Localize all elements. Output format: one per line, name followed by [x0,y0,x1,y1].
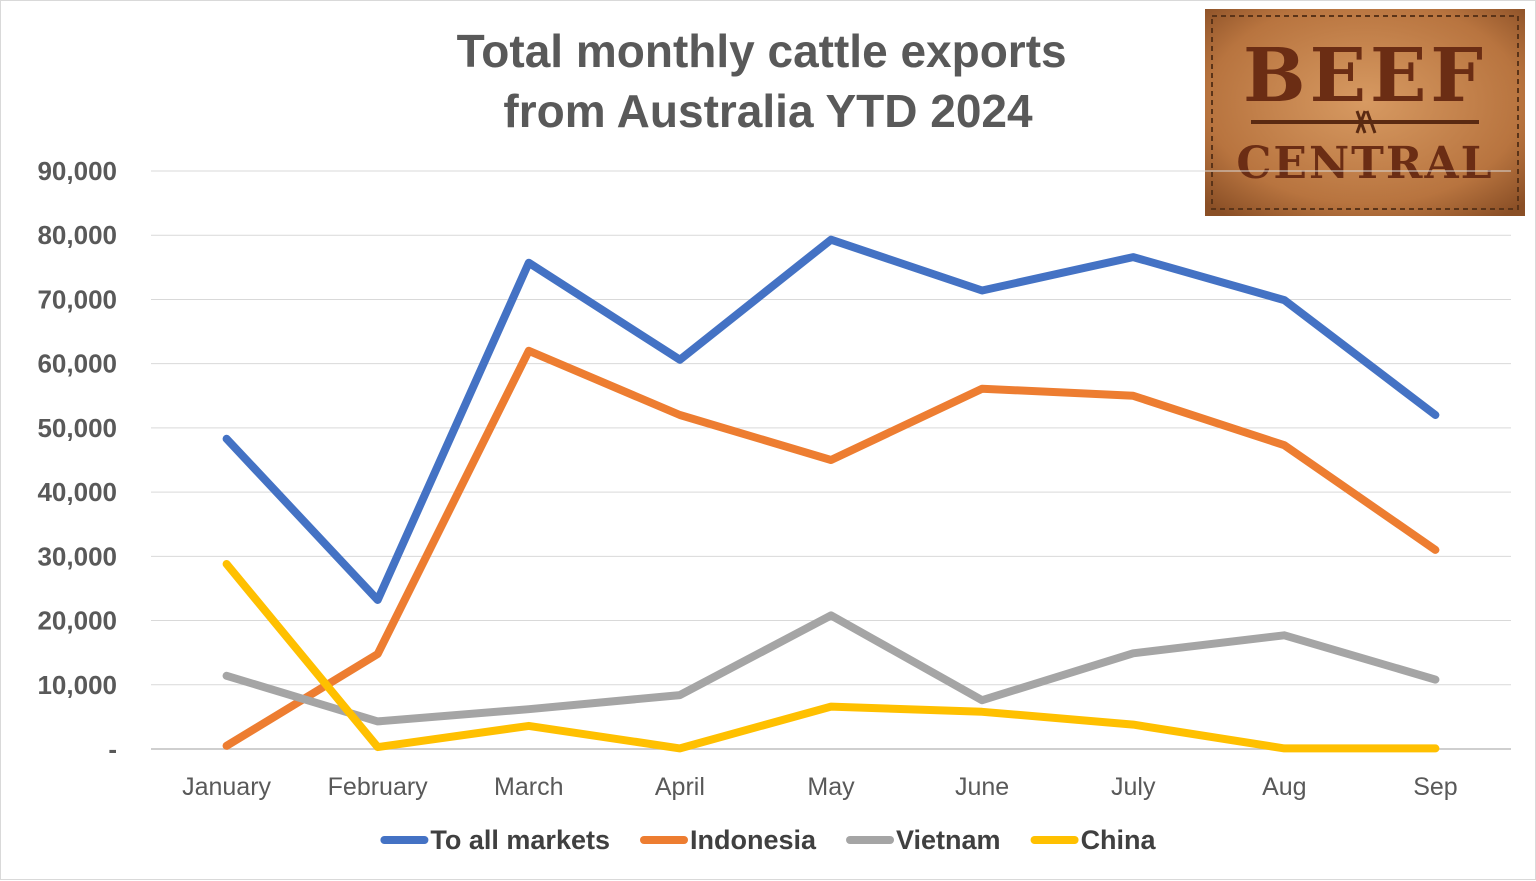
logo-text-central: CENTRAL [1236,138,1493,189]
series-line-indonesia [222,346,1440,750]
chart-title-line-2: from Australia YTD 2024 [503,85,1033,137]
series-line-to-all-markets [222,235,1440,604]
logo-stitching [1211,15,1519,210]
series-line-china [222,560,1440,753]
legend: To all markets Indonesia Vietnam China [380,825,1157,855]
y-tick-label: 30,000 [37,541,117,571]
x-tick-label: June [955,773,1009,801]
beef-central-logo: BEEF CENTRAL [1205,9,1525,216]
x-tick-label: May [807,773,855,801]
y-tick-label: 20,000 [37,606,117,636]
x-tick-label: Aug [1262,773,1306,801]
x-axis-tick-labels: January February March April May June July Aug S… [182,773,1458,801]
y-tick-label: 50,000 [37,413,117,443]
legend-label-china: China [1081,825,1157,855]
y-tick-label: - [108,734,117,764]
legend-label-indonesia: Indonesia [690,825,817,855]
y-axis-tick-labels: - 10,000 20,000 30,000 40,000 50,000 60,000 70,… [37,156,117,764]
logo-text-beef: BEEF [1243,33,1487,119]
series-line-vietnam [222,611,1440,726]
x-tick-label: Sep [1413,773,1457,801]
gridlines [151,170,1511,750]
x-tick-label: March [494,773,563,801]
x-tick-label: April [655,773,705,801]
y-tick-label: 40,000 [37,477,117,507]
series-lines [222,235,1440,753]
legend-label-vietnam: Vietnam [896,825,1001,855]
x-tick-label: January [182,773,271,801]
x-tick-label: February [328,773,429,801]
y-tick-label: 10,000 [37,670,117,700]
y-tick-label: 80,000 [37,220,117,250]
chart-title: Total monthly cattle exports from Austra… [457,25,1080,137]
y-tick-label: 90,000 [37,156,117,186]
legend-label-to-all-markets: To all markets [430,825,610,855]
x-tick-label: July [1111,773,1156,801]
barbed-wire-icon [1251,110,1479,134]
y-tick-label: 60,000 [37,349,117,379]
chart-title-line-1: Total monthly cattle exports [457,25,1067,77]
y-tick-label: 70,000 [37,284,117,314]
